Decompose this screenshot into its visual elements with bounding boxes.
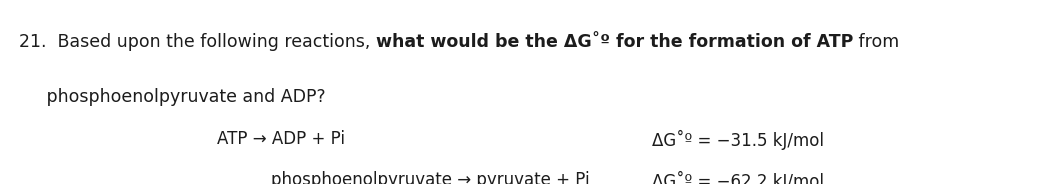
Text: 21.  Based upon the following reactions,: 21. Based upon the following reactions,: [19, 33, 376, 51]
Text: phosphoenolpyruvate → pyruvate + Pi: phosphoenolpyruvate → pyruvate + Pi: [271, 171, 590, 184]
Text: what would be the ΔG˚º for the formation of ATP: what would be the ΔG˚º for the formation…: [376, 33, 853, 51]
Text: ΔG˚º = −31.5 kJ/mol: ΔG˚º = −31.5 kJ/mol: [652, 130, 825, 150]
Text: from: from: [853, 33, 899, 51]
Text: phosphoenolpyruvate and ADP?: phosphoenolpyruvate and ADP?: [19, 88, 326, 106]
Text: ΔG˚º = −62.2 kJ/mol: ΔG˚º = −62.2 kJ/mol: [652, 171, 825, 184]
Text: ATP → ADP + Pi: ATP → ADP + Pi: [216, 130, 345, 148]
